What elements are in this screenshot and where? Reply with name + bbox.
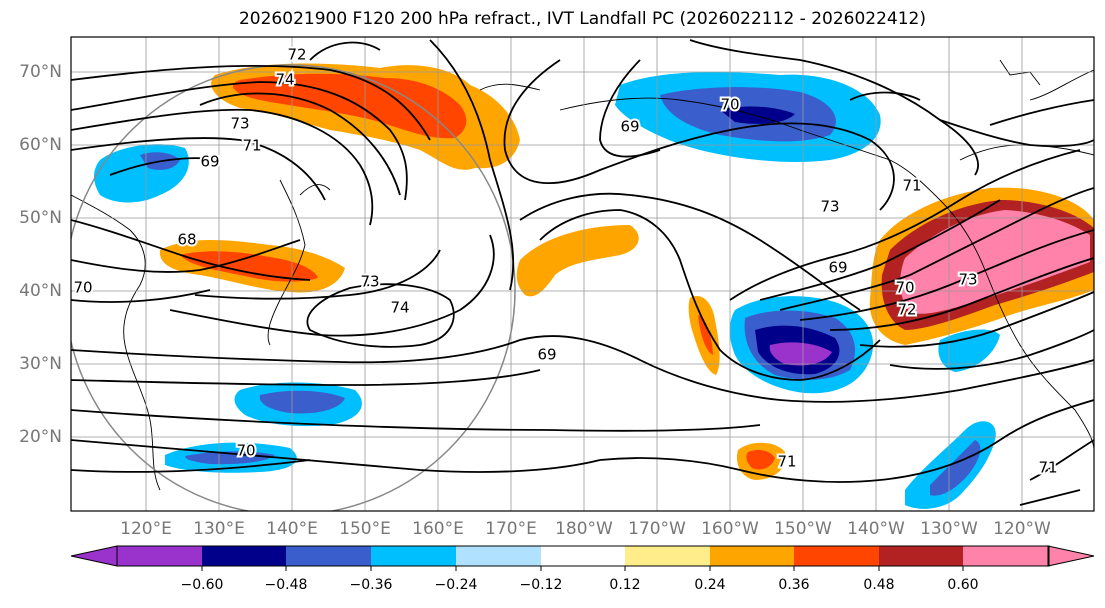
contour-label: 74 xyxy=(390,299,409,317)
colorbar-segment xyxy=(710,546,795,566)
gridlines xyxy=(71,37,1094,511)
lon-label: 120°W xyxy=(993,519,1051,539)
contour-label: 70 xyxy=(895,279,914,297)
lon-label: 140°E xyxy=(266,519,318,539)
colorbar-tick-label: 0.36 xyxy=(778,577,809,593)
colorbar-segment xyxy=(879,546,964,566)
colorbar-segment xyxy=(541,546,626,566)
colorbar-extend-low xyxy=(70,545,118,567)
positive-region-central-pacific xyxy=(516,225,639,297)
colorbar-tick-label: 0.60 xyxy=(947,577,978,593)
plot-title: 2026021900 F120 200 hPa refract., IVT La… xyxy=(238,9,926,29)
colorbar-segment xyxy=(286,546,372,566)
contour-label: 68 xyxy=(177,231,196,249)
colorbar-tick-label: 0.12 xyxy=(609,577,640,593)
negative-region-baja xyxy=(938,329,1000,372)
colorbar-segment xyxy=(456,546,542,566)
lon-label: 180°W xyxy=(555,519,613,539)
contour-label: 71 xyxy=(1038,459,1057,477)
contour-label: 71 xyxy=(777,453,796,471)
contour-label: 74 xyxy=(275,71,294,89)
contour-label-layer: 72 74 73 71 69 68 70 73 74 69 70 69 73 7… xyxy=(71,44,1059,479)
lon-label: 140°W xyxy=(847,519,905,539)
lon-label: 150°E xyxy=(339,519,391,539)
longitude-labels: 120°E 130°E 140°E 150°E 160°E 170°E 180°… xyxy=(120,519,1051,539)
lon-label: 120°E xyxy=(120,519,172,539)
contour-label: 71 xyxy=(242,137,261,155)
positive-core-siberia xyxy=(232,73,467,139)
lon-label: 170°W xyxy=(628,519,686,539)
colorbar-segment xyxy=(625,546,711,566)
colorbar-extend-high xyxy=(1047,545,1095,567)
map-frame xyxy=(70,36,1095,512)
positive-streak-core xyxy=(698,315,713,355)
refractivity-contours xyxy=(71,39,1094,506)
colorbar-tick-label: 0.48 xyxy=(863,577,894,593)
negative-mid-eastpac-south xyxy=(930,440,981,496)
colorbar-segment xyxy=(963,546,1049,566)
negative-mid-westpac xyxy=(259,390,345,414)
colorbar: −0.60 −0.48 −0.36 −0.24 −0.12 0.12 0.24 … xyxy=(70,545,1095,593)
positive-core-japan xyxy=(180,251,318,282)
contour-label: 73 xyxy=(360,273,379,291)
colorbar-frame xyxy=(116,545,1050,567)
lat-label: 70°N xyxy=(19,62,62,82)
lon-label: 160°W xyxy=(701,519,759,539)
lat-label: 60°N xyxy=(19,135,62,155)
lat-label: 20°N xyxy=(19,427,62,447)
positive-core-hawaii xyxy=(746,450,775,470)
colorbar-segment xyxy=(202,546,287,566)
colorbar-tick-label: −0.24 xyxy=(435,577,478,593)
contour-label: 69 xyxy=(828,259,847,277)
colorbar-tick-label: −0.48 xyxy=(265,577,308,593)
contour-label: 70 xyxy=(73,279,92,297)
colorbar-segment xyxy=(371,546,457,566)
contour-label: 69 xyxy=(620,118,639,136)
contour-label: 70 xyxy=(236,442,255,460)
lon-label: 160°E xyxy=(412,519,464,539)
colorbar-tick-label: −0.36 xyxy=(350,577,393,593)
lon-label: 130°W xyxy=(920,519,978,539)
contour-label: 73 xyxy=(230,115,249,133)
contour-label: 73 xyxy=(820,198,839,216)
positive-core-westcoast xyxy=(900,210,1090,314)
colorbar-tick-labels: −0.60 −0.48 −0.36 −0.24 −0.12 0.12 0.24 … xyxy=(181,577,979,593)
lon-label: 150°W xyxy=(774,519,832,539)
colorbar-segment xyxy=(117,546,203,566)
contour-label: 71 xyxy=(902,177,921,195)
contour-label: 69 xyxy=(537,346,556,364)
contour-label: 72 xyxy=(897,301,916,319)
colorbar-tick-label: 0.24 xyxy=(694,577,725,593)
lat-label: 30°N xyxy=(19,354,62,374)
contour-label: 70 xyxy=(720,96,739,114)
colorbar-ticks xyxy=(201,566,964,571)
contour-label: 73 xyxy=(958,271,977,289)
negative-peak-subtropical xyxy=(769,342,832,366)
colorbar-tick-label: −0.12 xyxy=(520,577,563,593)
latitude-labels: 70°N 60°N 50°N 40°N 30°N 20°N xyxy=(19,62,62,447)
lon-label: 130°E xyxy=(193,519,245,539)
lat-label: 40°N xyxy=(19,281,62,301)
colorbar-segment xyxy=(794,546,880,566)
colorbar-tick-label: −0.60 xyxy=(181,577,224,593)
lon-label: 170°E xyxy=(485,519,537,539)
contour-label: 69 xyxy=(200,153,219,171)
contour-label: 72 xyxy=(287,46,306,64)
lat-label: 50°N xyxy=(19,208,62,228)
radius-circle xyxy=(71,64,516,511)
